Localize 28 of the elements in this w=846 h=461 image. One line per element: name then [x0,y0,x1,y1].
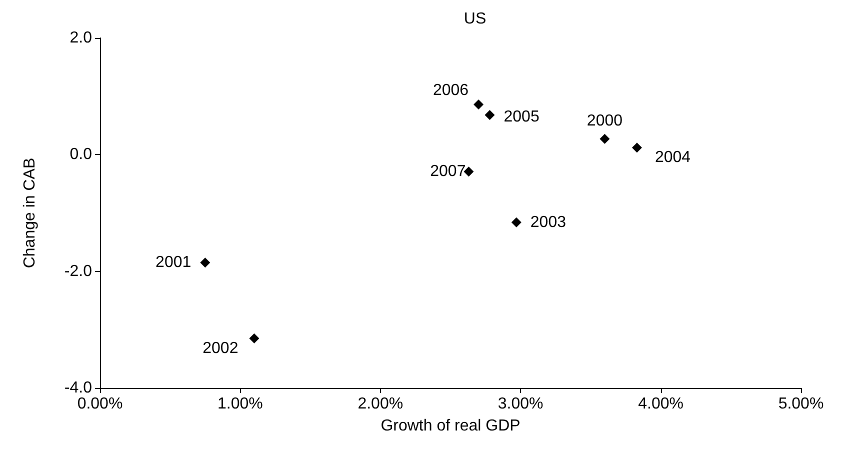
point [600,134,610,144]
annotation: 2007 [430,163,466,180]
annotation: 2004 [654,149,691,166]
chart-title: US [464,10,486,28]
annotation: 2002 [202,340,238,357]
y-tick-label: 2.0 [70,30,92,46]
y-tick-label: -2.0 [64,262,92,280]
annotation: 2001 [156,254,192,272]
x-tick-label: 2.00% [358,396,404,412]
y-tick-label: 0.0 [70,146,92,164]
annotation: 2003 [530,214,566,231]
x-tick-label: 4.00% [638,396,684,412]
point [511,217,522,228]
y-tick-label: -4.0 [64,380,92,396]
annotation: 2000 [586,112,623,130]
annotation: 2005 [504,108,540,126]
x-tick-label: 3.00% [498,396,544,412]
x-tick-label: 5.00% [778,396,824,412]
x-tick-label: 1.00% [218,396,263,412]
x-axis-title: Growth of real GDP [380,418,520,434]
point [249,333,260,344]
point [484,110,495,120]
point [200,258,210,268]
annotation: 2006 [432,82,469,99]
y-axis-title: Change in CAB [22,158,38,268]
point [632,142,642,153]
point [474,100,484,110]
x-tick-label: 0.00% [77,396,123,412]
